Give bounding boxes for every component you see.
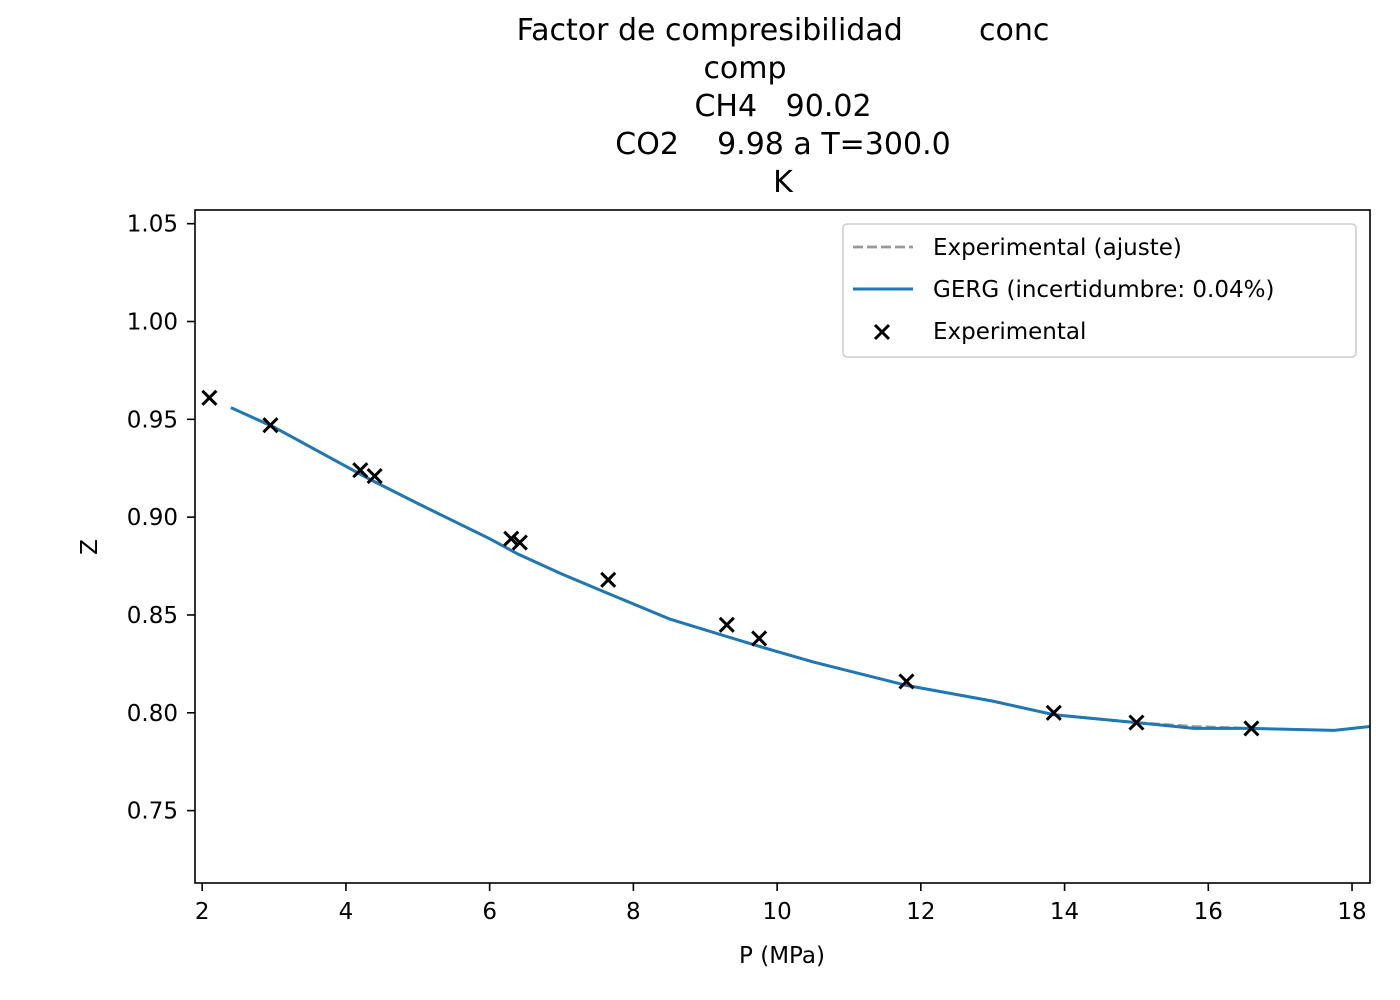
y-axis: 0.75 0.80 0.85 0.90 0.95 1.00 1.05 — [127, 212, 195, 825]
experimental-point — [898, 673, 915, 690]
x-tick-label: 16 — [1194, 899, 1223, 925]
axes-frame — [194, 209, 1371, 884]
title-line-5: K — [773, 165, 794, 200]
x-axis-label: P (MPa) — [739, 943, 825, 969]
x-tick-label: 12 — [906, 899, 935, 925]
experimental-point — [1045, 704, 1062, 721]
experimental-point — [751, 630, 768, 647]
x-tick-label: 6 — [482, 899, 497, 925]
experimental-point — [1128, 714, 1145, 731]
title-line-4: CO2 9.98 a T=300.0 — [615, 127, 950, 162]
y-tick-label: 1.05 — [127, 212, 178, 238]
series-fit-line — [230, 406, 1252, 730]
chart-title: Factor de compresibilidad conc comp CH4 … — [517, 13, 1050, 200]
experimental-point — [718, 616, 735, 633]
x-tick-label: 14 — [1050, 899, 1079, 925]
y-tick-label: 0.75 — [127, 799, 178, 825]
x-tick-label: 18 — [1337, 899, 1366, 925]
plot-area — [201, 389, 1370, 737]
legend-label-gerg: GERG (incertidumbre: 0.04%) — [933, 277, 1274, 303]
experimental-point — [1243, 720, 1260, 737]
y-tick-label: 0.90 — [127, 505, 178, 531]
experimental-point — [366, 468, 383, 485]
x-tick-label: 8 — [626, 899, 641, 925]
y-tick-label: 1.00 — [127, 310, 178, 336]
x-tick-label: 4 — [339, 899, 354, 925]
x-axis: 2 4 6 8 10 12 14 16 18 — [195, 883, 1367, 925]
x-tick-label: 2 — [195, 899, 210, 925]
experimental-point — [511, 534, 528, 551]
y-tick-label: 0.95 — [127, 407, 178, 433]
y-tick-label: 0.85 — [127, 603, 178, 629]
legend-label-fit: Experimental (ajuste) — [933, 235, 1182, 261]
legend-label-experimental: Experimental — [933, 319, 1086, 345]
y-tick-label: 0.80 — [127, 701, 178, 727]
title-line-3: CH4 90.02 — [694, 89, 871, 124]
title-line-2: comp — [703, 51, 786, 86]
experimental-point — [352, 462, 369, 479]
experimental-point — [262, 417, 279, 434]
experimental-point — [503, 530, 520, 547]
title-line-1: Factor de compresibilidad conc — [517, 13, 1050, 48]
x-tick-label: 10 — [762, 899, 791, 925]
experimental-point — [600, 571, 617, 588]
legend-marker-experimental — [873, 323, 891, 341]
y-axis-label: Z — [77, 539, 103, 555]
series-gerg-line — [230, 406, 1370, 732]
experimental-point — [201, 389, 218, 406]
legend-box — [842, 223, 1357, 358]
legend: Experimental (ajuste) GERG (incertidumbr… — [842, 223, 1357, 358]
